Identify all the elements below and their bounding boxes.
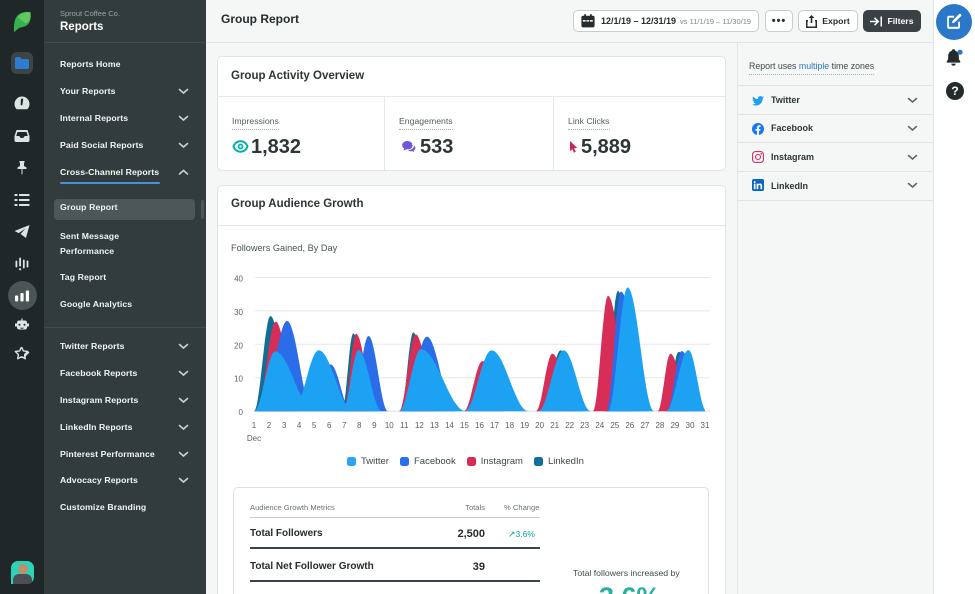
svg-text:13: 13 [430, 421, 439, 430]
svg-text:2: 2 [267, 421, 272, 430]
svg-text:4: 4 [297, 421, 302, 430]
svg-text:7: 7 [342, 421, 347, 430]
svg-text:8: 8 [357, 421, 362, 430]
svg-text:1: 1 [252, 421, 257, 430]
svg-text:26: 26 [625, 421, 634, 430]
svg-text:12: 12 [415, 421, 424, 430]
svg-text:3: 3 [282, 421, 287, 430]
svg-text:11: 11 [400, 421, 409, 430]
svg-text:21: 21 [550, 421, 559, 430]
svg-text:10: 10 [234, 375, 243, 384]
svg-text:Dec: Dec [247, 434, 261, 443]
svg-text:28: 28 [655, 421, 664, 430]
svg-text:23: 23 [580, 421, 589, 430]
svg-text:40: 40 [234, 275, 243, 284]
svg-text:18: 18 [505, 421, 514, 430]
svg-text:30: 30 [686, 421, 695, 430]
svg-text:29: 29 [670, 421, 679, 430]
svg-text:5: 5 [312, 421, 317, 430]
svg-text:0: 0 [239, 408, 244, 417]
svg-text:14: 14 [445, 421, 454, 430]
svg-text:30: 30 [234, 308, 243, 317]
svg-text:20: 20 [234, 341, 243, 350]
svg-text:31: 31 [701, 421, 710, 430]
svg-text:25: 25 [610, 421, 619, 430]
svg-text:9: 9 [372, 421, 377, 430]
svg-text:22: 22 [565, 421, 574, 430]
svg-text:6: 6 [327, 421, 332, 430]
svg-text:19: 19 [520, 421, 529, 430]
svg-text:20: 20 [535, 421, 544, 430]
svg-text:27: 27 [640, 421, 649, 430]
svg-text:15: 15 [460, 421, 469, 430]
svg-text:10: 10 [385, 421, 394, 430]
svg-text:17: 17 [490, 421, 499, 430]
svg-text:24: 24 [595, 421, 604, 430]
svg-text:?: ? [951, 84, 958, 98]
svg-text:16: 16 [475, 421, 484, 430]
